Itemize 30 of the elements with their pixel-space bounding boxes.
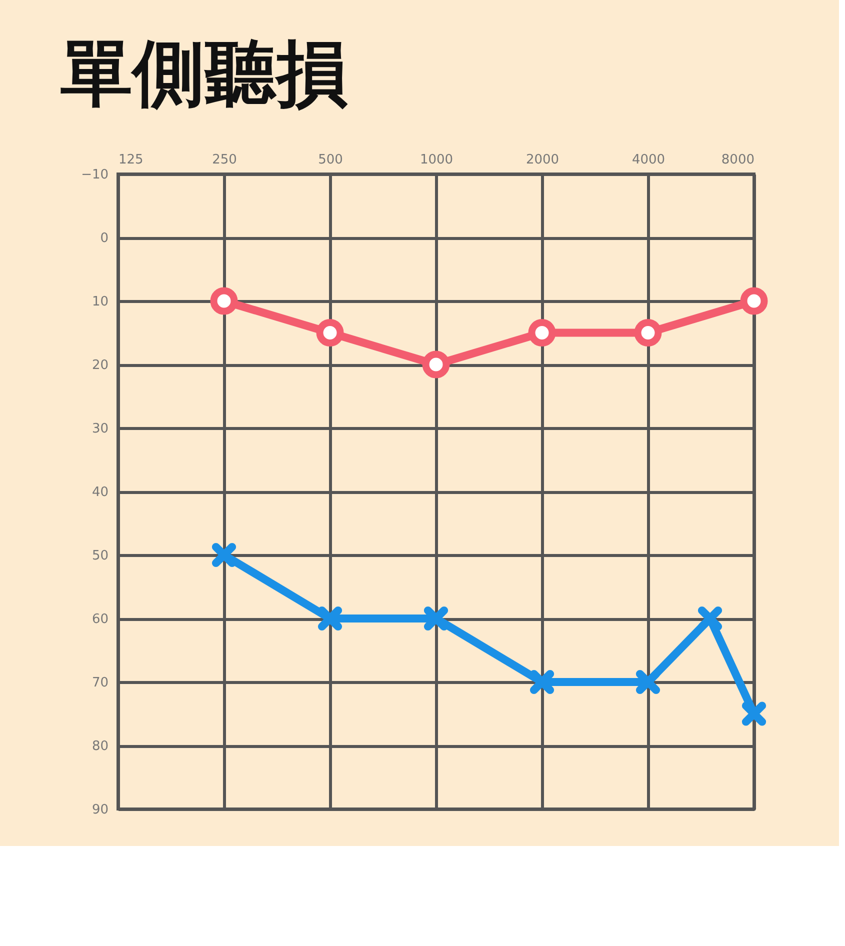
x-tick-label: 2000 xyxy=(526,152,560,168)
y-tick-label: −10 xyxy=(81,168,108,182)
y-tick-label: 40 xyxy=(92,485,108,500)
point xyxy=(212,542,236,568)
point xyxy=(316,319,344,346)
y-tick-label: 50 xyxy=(92,548,108,564)
point xyxy=(422,350,450,378)
x-tick-label: 250 xyxy=(212,152,237,168)
point xyxy=(530,670,554,694)
x-tick-label: 500 xyxy=(318,152,343,168)
point xyxy=(740,287,768,315)
x-tick-label: 4000 xyxy=(632,152,666,168)
point xyxy=(528,319,556,346)
chart-title: 單側聽損 xyxy=(60,31,349,115)
point xyxy=(634,319,662,346)
y-tick-label: 70 xyxy=(92,676,108,690)
y-tick-label: 90 xyxy=(92,802,108,818)
point xyxy=(210,287,238,315)
x-tick-label: 8000 xyxy=(721,152,754,168)
point xyxy=(636,670,660,694)
y-tick-label: 60 xyxy=(92,612,108,627)
x-tick-label: 1000 xyxy=(420,152,454,168)
y-tick-label: 0 xyxy=(100,231,108,246)
y-tick-label: 30 xyxy=(92,422,108,436)
point xyxy=(318,606,342,631)
y-tick-label: 10 xyxy=(92,294,108,310)
y-tick-label: 20 xyxy=(92,358,108,373)
x-tick-label: 125 xyxy=(118,152,144,168)
point xyxy=(424,606,448,631)
y-tick-label: 80 xyxy=(92,739,108,754)
